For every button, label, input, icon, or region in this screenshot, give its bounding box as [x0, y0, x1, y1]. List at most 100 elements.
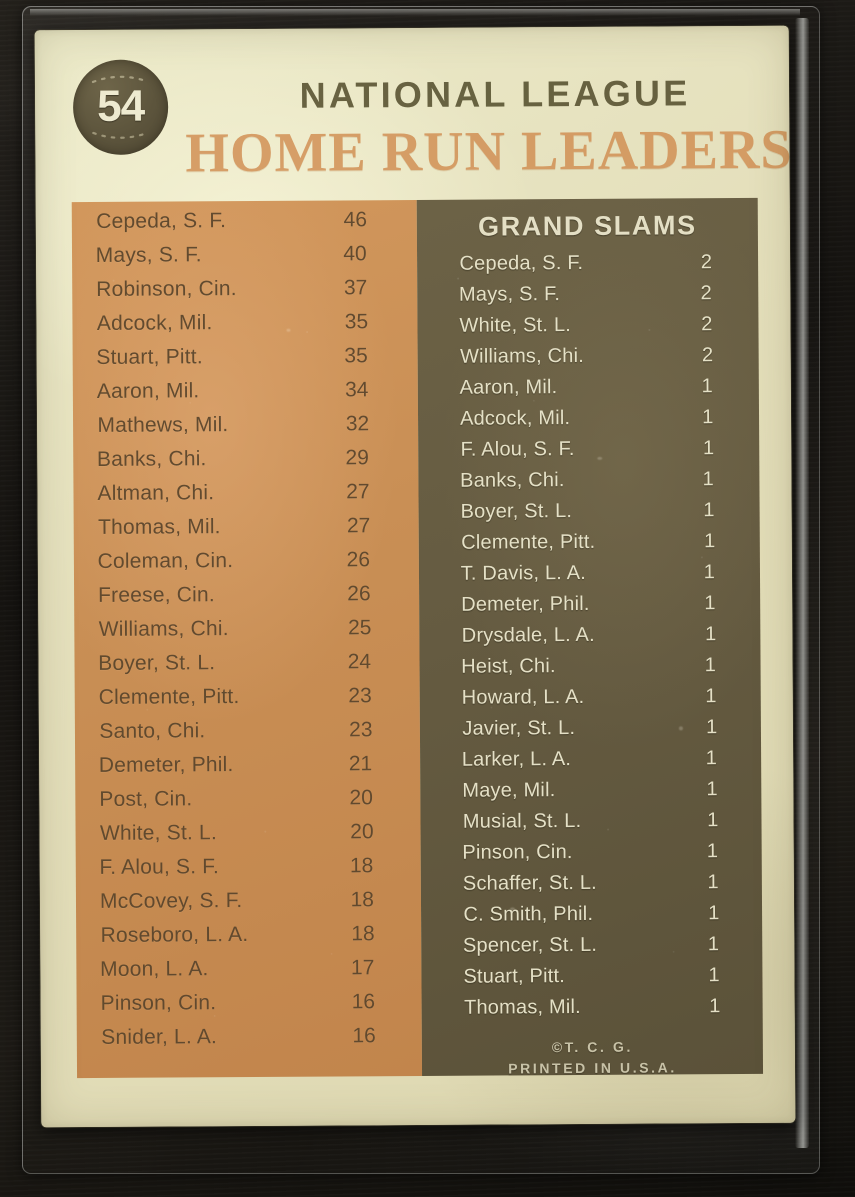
- hr-row: Santo, Chi. 23: [75, 718, 420, 754]
- page-title: HOME RUN LEADERS: [185, 118, 793, 185]
- gs-row: Larker, L. A. 1: [420, 747, 761, 780]
- gs-row: Drysdale, L. A. 1: [420, 623, 761, 656]
- hr-row: Robinson, Cin. 37: [72, 276, 417, 312]
- hr-player-name: Roseboro, L. A.: [100, 923, 249, 947]
- gs-value: 2: [700, 251, 713, 274]
- hr-player-name: Freese, Cin.: [98, 583, 215, 607]
- hr-row: Coleman, Cin. 26: [74, 548, 419, 584]
- grand-slams-panel: GRAND SLAMS Cepeda, S. F. 2 Mays, S. F. 2 Wh…: [416, 197, 764, 1076]
- hr-value: 32: [345, 412, 370, 436]
- grand-slams-header: GRAND SLAMS: [477, 210, 697, 242]
- gs-player-name: Maye, Mil.: [462, 779, 556, 802]
- hr-player-name: Coleman, Cin.: [97, 549, 234, 573]
- hr-row: Demeter, Phil. 21: [75, 752, 420, 788]
- gs-player-name: Larker, L. A.: [461, 748, 572, 771]
- hr-value: 34: [344, 378, 369, 402]
- gs-row: Javier, St. L. 1: [420, 716, 761, 749]
- gs-row: Mays, S. F. 2: [417, 282, 758, 315]
- gs-value: 1: [701, 375, 713, 398]
- gs-row: C. Smith, Phil. 1: [421, 902, 762, 935]
- hr-player-name: Post, Cin.: [99, 787, 193, 811]
- hr-player-name: Mathews, Mil.: [97, 413, 229, 437]
- hr-player-name: Robinson, Cin.: [96, 277, 237, 301]
- hr-value: 27: [346, 480, 370, 504]
- gs-player-name: Boyer, St. L.: [460, 500, 573, 523]
- gs-row: Cepeda, S. F. 2: [417, 251, 758, 284]
- hr-player-name: Altman, Chi.: [97, 481, 215, 505]
- hr-row: White, St. L. 20: [76, 820, 421, 856]
- gs-player-name: Cepeda, S. F.: [459, 251, 584, 275]
- gs-player-name: Thomas, Mil.: [463, 995, 581, 1019]
- hr-row: Thomas, Mil. 27: [74, 514, 419, 550]
- gs-row: Thomas, Mil. 1: [422, 995, 763, 1028]
- hr-row: Altman, Chi. 27: [73, 480, 418, 516]
- gs-value: 1: [706, 778, 718, 801]
- baseball-card-back: 54 NATIONAL LEAGUE HOME RUN LEADERS Cepe…: [34, 25, 796, 1128]
- hr-player-name: Boyer, St. L.: [98, 651, 216, 675]
- hr-player-name: White, St. L.: [99, 821, 218, 845]
- gs-row: F. Alou, S. F. 1: [419, 437, 760, 470]
- gs-value: 2: [701, 344, 714, 367]
- hr-row: Stuart, Pitt. 35: [72, 344, 417, 380]
- gs-row: Heist, Chi. 1: [419, 654, 760, 687]
- gs-player-name: Banks, Chi.: [460, 469, 565, 492]
- gs-value: 1: [707, 809, 719, 832]
- hr-value: 25: [347, 616, 372, 640]
- gs-row: Stuart, Pitt. 1: [421, 964, 762, 997]
- gs-row: Musial, St. L. 1: [421, 809, 762, 842]
- gs-row: Spencer, St. L. 1: [421, 933, 762, 966]
- gs-value: 1: [708, 902, 720, 925]
- card-number-text: 54: [96, 81, 145, 131]
- hr-row: Freese, Cin. 26: [74, 582, 419, 618]
- home-run-leaders-panel: Cepeda, S. F. 46 Mays, S. F. 40 Robinson, Ci…: [71, 199, 423, 1079]
- gs-row: Adcock, Mil. 1: [418, 406, 759, 439]
- hr-value: 26: [347, 582, 371, 606]
- league-title: NATIONAL LEAGUE: [299, 72, 691, 116]
- hr-value: 21: [348, 752, 373, 776]
- hr-value: 37: [343, 276, 368, 300]
- gs-value: 1: [702, 406, 714, 429]
- hr-player-name: Aaron, Mil.: [96, 379, 200, 403]
- gs-player-name: C. Smith, Phil.: [463, 902, 594, 926]
- printed-in-usa: PRINTED IN U.S.A.: [508, 1059, 677, 1076]
- gs-value: 1: [703, 499, 715, 522]
- hr-player-name: Adcock, Mil.: [96, 311, 213, 335]
- gs-row: Banks, Chi. 1: [418, 468, 759, 501]
- gs-player-name: Schaffer, St. L.: [462, 871, 597, 895]
- hr-player-name: McCovey, S. F.: [99, 889, 243, 913]
- gs-row: T. Davis, L. A. 1: [419, 561, 760, 594]
- sleeve-edge-glare: [795, 18, 809, 1148]
- gs-row: Howard, L. A. 1: [420, 685, 761, 718]
- hr-value: 46: [343, 208, 368, 232]
- gs-player-name: Mays, S. F.: [458, 283, 561, 306]
- hr-player-name: Williams, Chi.: [98, 617, 229, 641]
- gs-player-name: F. Alou, S. F.: [460, 438, 575, 461]
- hr-player-name: Clemente, Pitt.: [98, 685, 240, 709]
- gs-player-name: Javier, St. L.: [462, 717, 576, 740]
- hr-row: McCovey, S. F. 18: [76, 888, 421, 924]
- hr-player-name: F. Alou, S. F.: [99, 855, 220, 879]
- hr-row: Williams, Chi. 25: [75, 616, 420, 652]
- hr-player-name: Santo, Chi.: [99, 719, 206, 743]
- gs-value: 1: [703, 530, 716, 553]
- card-header: 54 NATIONAL LEAGUE HOME RUN LEADERS: [35, 26, 793, 203]
- gs-value: 1: [704, 654, 716, 677]
- gs-value: 1: [708, 964, 720, 987]
- gs-value: 1: [703, 561, 715, 584]
- gs-value: 1: [706, 840, 719, 863]
- copyright-block: ©T. C. G. PRINTED IN U.S.A.: [422, 1036, 763, 1076]
- hr-value: 40: [343, 242, 367, 266]
- hr-player-name: Pinson, Cin.: [100, 991, 217, 1015]
- gs-player-name: Stuart, Pitt.: [463, 965, 566, 988]
- gs-row: Schaffer, St. L. 1: [421, 871, 762, 904]
- gs-row: Demeter, Phil. 1: [419, 592, 760, 625]
- gs-row: Boyer, St. L. 1: [419, 499, 760, 532]
- hr-row: Banks, Chi. 29: [73, 446, 418, 482]
- hr-row: Boyer, St. L. 24: [74, 650, 419, 686]
- stat-panels: Cepeda, S. F. 46 Mays, S. F. 40 Robinson, Ci…: [71, 197, 764, 1079]
- gs-player-name: Drysdale, L. A.: [461, 623, 595, 647]
- hr-row: Roseboro, L. A. 18: [77, 922, 422, 958]
- hr-player-name: Snider, L. A.: [101, 1025, 218, 1049]
- hr-player-name: Thomas, Mil.: [98, 515, 221, 539]
